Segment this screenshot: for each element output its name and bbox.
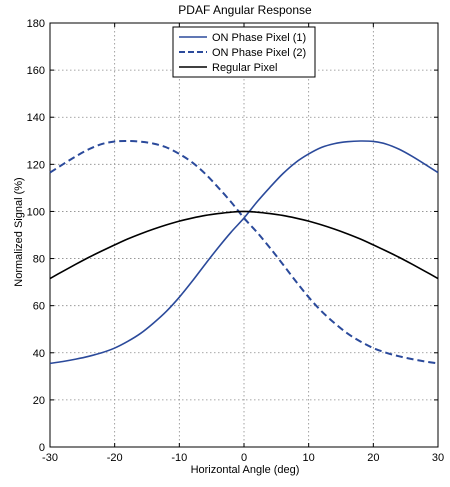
- y-tick-label: 100: [27, 206, 45, 218]
- chart-title: PDAF Angular Response: [178, 3, 312, 17]
- x-tick-label: -20: [107, 452, 123, 464]
- x-tick-label: 10: [303, 452, 315, 464]
- legend-label: ON Phase Pixel (1): [212, 32, 306, 44]
- series-line-2: [49, 139, 439, 365]
- y-tick-label: 40: [33, 348, 45, 360]
- series-lines: [49, 139, 439, 365]
- y-axis-label: Normalized Signal (%): [13, 177, 25, 286]
- grid-lines: [50, 23, 438, 447]
- series-line-3: [49, 210, 439, 280]
- x-tick-label: -30: [42, 452, 58, 464]
- series-line-1: [49, 140, 439, 365]
- y-tick-label: 120: [27, 159, 45, 171]
- legend: ON Phase Pixel (1) ON Phase Pixel (2) Regu…: [172, 26, 316, 78]
- legend-box: [172, 26, 316, 78]
- legend-label: Regular Pixel: [212, 62, 277, 74]
- x-tick-label: 20: [367, 452, 379, 464]
- y-tick-label: 60: [33, 301, 45, 313]
- x-tick-label: 0: [241, 452, 247, 464]
- x-axis-label: Horizontal Angle (deg): [191, 464, 300, 476]
- y-tick-label: 140: [27, 112, 45, 124]
- axis-ticks: -30 -20 -10 0 10 20 30 0 20 40 60 80 100 120 140 160 180: [27, 18, 444, 464]
- y-tick-label: 80: [33, 254, 45, 266]
- y-tick-label: 0: [39, 442, 45, 454]
- x-tick-label: 30: [432, 452, 444, 464]
- y-tick-label: 160: [27, 65, 45, 77]
- x-tick-label: -10: [171, 452, 187, 464]
- y-tick-label: 20: [33, 395, 45, 407]
- y-tick-label: 180: [27, 18, 45, 30]
- legend-label: ON Phase Pixel (2): [212, 47, 306, 59]
